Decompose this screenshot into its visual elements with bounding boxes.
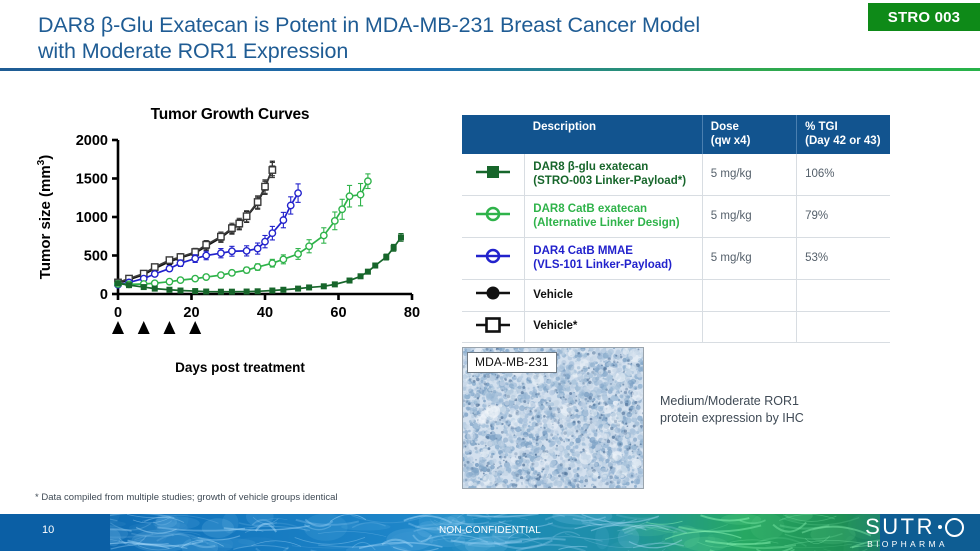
- table-row: Vehicle*: [462, 311, 890, 343]
- open-square-black-icon: [476, 316, 511, 333]
- footer-background-artwork: [0, 514, 980, 551]
- ihc-stain-texture: [463, 348, 643, 488]
- open-circle-blue-icon: [476, 248, 511, 264]
- row-description-line2: (VLS-101 Linker-Payload): [533, 258, 672, 271]
- ihc-caption-line1: Medium/Moderate ROR1: [660, 394, 799, 408]
- row-legend-symbol: [462, 195, 525, 238]
- confidentiality-notice: NON-CONFIDENTIAL: [438, 525, 542, 536]
- ihc-image: MDA-MB-231: [462, 347, 644, 489]
- filled-circle-black-icon: [476, 286, 511, 300]
- column-header-description: Description: [524, 115, 703, 154]
- svg-text:2000: 2000: [76, 133, 108, 149]
- row-legend-symbol: [462, 279, 525, 312]
- table-row: DAR8 CatB exatecan (Alternative Linker De…: [462, 195, 890, 238]
- series-vehicle: [115, 160, 276, 287]
- row-description: Vehicle*: [524, 311, 703, 343]
- table-header-row: Description Dose (qw x4) % TGI (Day 42 o…: [462, 115, 890, 154]
- svg-text:0: 0: [114, 305, 122, 321]
- row-dose: 5 mg/kg: [701, 154, 797, 196]
- status-badge: STRO 003: [868, 3, 980, 31]
- row-dose: [701, 311, 797, 343]
- logo-circle-icon: [945, 517, 964, 537]
- page-title-line1: DAR8 β-Glu Exatecan is Potent in MDA-MB-…: [38, 13, 701, 37]
- chart-plot-area: 0 500 1000 1500 2000 0 20 40 60 80 Tumor size (mm3…: [36, 133, 420, 334]
- row-tgi: [796, 311, 890, 343]
- table-row: DAR4 CatB MMAE (VLS-101 Linker-Payload) 5 …: [462, 237, 890, 280]
- column-header-symbol: [462, 115, 525, 154]
- column-header-tgi: % TGI (Day 42 or 43): [796, 115, 890, 154]
- row-legend-symbol: [462, 154, 525, 196]
- row-tgi: 106%: [796, 154, 890, 196]
- footnote: * Data compiled from multiple studies; g…: [35, 492, 338, 503]
- logo-dot-icon: [938, 525, 942, 529]
- table-row: Vehicle: [462, 279, 890, 312]
- row-dose: 5 mg/kg: [701, 195, 797, 238]
- svg-text:40: 40: [257, 305, 273, 321]
- chart-title: Tumor Growth Curves: [150, 106, 310, 123]
- tumor-growth-chart: Tumor Growth Curves 0 500 1000 1500 2000 0 20 4…: [30, 98, 430, 375]
- svg-text:20: 20: [183, 305, 199, 321]
- row-tgi: [796, 279, 890, 312]
- row-tgi: 79%: [796, 195, 890, 238]
- chart-xaxis-label: Days post treatment: [175, 360, 305, 375]
- row-description-line1: DAR8 CatB exatecan: [533, 203, 648, 215]
- svg-text:60: 60: [330, 305, 346, 321]
- slide-footer: 10 NON-CONFIDENTIAL SUTR BIOPHARMA: [0, 514, 980, 551]
- svg-text:1500: 1500: [76, 172, 108, 188]
- row-description-line1: DAR4 CatB MMAE: [533, 245, 633, 257]
- ihc-caption-line2: protein expression by IHC: [660, 411, 804, 425]
- logo-wordmark: SUTR: [865, 516, 964, 538]
- filled-square-green-icon: [476, 166, 511, 179]
- ihc-cell-line-label: MDA-MB-231: [467, 352, 557, 373]
- page-title: DAR8 β-Glu Exatecan is Potent in MDA-MB-…: [38, 12, 778, 64]
- column-header-dose-line1: Dose: [710, 121, 739, 133]
- table-row: DAR8 β-glu exatecan (STRO-003 Linker-Payl…: [462, 154, 890, 196]
- logo-subtitle: BIOPHARMA: [867, 539, 948, 549]
- row-description-line1: DAR8 β-glu exatecan: [533, 161, 649, 173]
- column-header-tgi-line1: % TGI: [805, 121, 838, 133]
- row-description: DAR8 β-glu exatecan (STRO-003 Linker-Payl…: [524, 154, 703, 196]
- svg-text:80: 80: [404, 305, 420, 321]
- column-header-dose: Dose (qw x4): [701, 115, 797, 154]
- row-description: Vehicle: [524, 279, 703, 312]
- svg-text:1000: 1000: [76, 210, 108, 226]
- row-description-line2: (Alternative Linker Design): [533, 216, 680, 229]
- svg-text:Tumor size (mm3): Tumor size (mm3): [36, 155, 54, 279]
- row-dose: 5 mg/kg: [701, 237, 797, 280]
- series-dar8-glu-exatecan-stro-003-linker-payload-: [115, 233, 404, 295]
- treatment-groups-table: Description Dose (qw x4) % TGI (Day 42 o…: [462, 115, 890, 343]
- row-description-line1: Vehicle: [533, 288, 573, 301]
- series-dar8-catb-exatecan-alternative-linker-design-: [114, 173, 372, 289]
- row-tgi: 53%: [796, 237, 890, 280]
- row-dose: [701, 279, 797, 312]
- row-legend-symbol: [462, 237, 525, 280]
- logo-text: SUTR: [865, 514, 935, 539]
- row-legend-symbol: [462, 311, 525, 343]
- series-vehicle-: [114, 161, 277, 287]
- page-number: 10: [42, 524, 55, 536]
- ihc-caption: Medium/Moderate ROR1 protein expression …: [660, 393, 890, 427]
- row-description-line1: Vehicle*: [533, 320, 578, 332]
- row-description: DAR8 CatB exatecan (Alternative Linker De…: [524, 195, 703, 238]
- svg-text:0: 0: [100, 287, 108, 303]
- header-divider: [0, 68, 980, 71]
- column-header-tgi-line2: (Day 42 or 43): [805, 134, 881, 147]
- sutro-logo: SUTR BIOPHARMA: [865, 516, 964, 549]
- row-description-line2: (STRO-003 Linker-Payload*): [533, 174, 687, 187]
- svg-text:500: 500: [84, 249, 108, 265]
- open-circle-green-icon: [476, 206, 511, 222]
- column-header-dose-line2: (qw x4): [710, 134, 751, 147]
- row-description: DAR4 CatB MMAE (VLS-101 Linker-Payload): [524, 237, 703, 280]
- page-title-line2: with Moderate ROR1 Expression: [38, 39, 349, 63]
